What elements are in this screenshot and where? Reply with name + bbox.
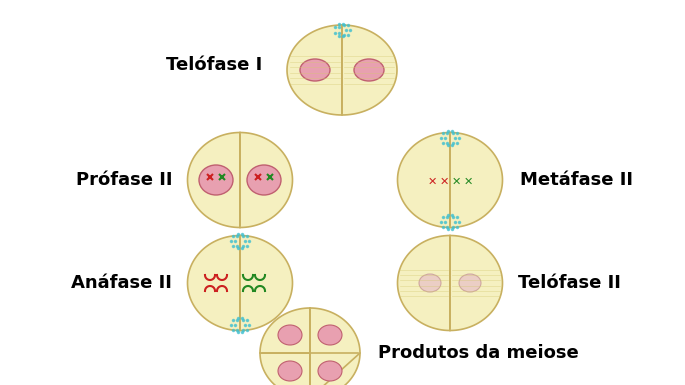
Ellipse shape xyxy=(459,274,481,292)
Text: Telófase I: Telófase I xyxy=(166,56,262,74)
Text: Metáfase II: Metáfase II xyxy=(520,171,633,189)
Ellipse shape xyxy=(354,59,384,81)
Polygon shape xyxy=(188,132,240,228)
Polygon shape xyxy=(260,308,310,385)
Ellipse shape xyxy=(278,361,302,381)
Polygon shape xyxy=(310,308,360,385)
Ellipse shape xyxy=(419,274,441,292)
Text: Produtos da meiose: Produtos da meiose xyxy=(378,344,579,362)
Ellipse shape xyxy=(318,325,342,345)
Polygon shape xyxy=(397,236,450,330)
Polygon shape xyxy=(240,132,292,228)
Text: ✕: ✕ xyxy=(439,177,449,187)
Ellipse shape xyxy=(300,59,330,81)
Polygon shape xyxy=(450,236,503,330)
Polygon shape xyxy=(260,308,310,385)
Polygon shape xyxy=(240,236,292,330)
Text: ✕: ✕ xyxy=(463,177,473,187)
Polygon shape xyxy=(287,25,342,115)
Polygon shape xyxy=(450,132,503,228)
Polygon shape xyxy=(188,236,240,330)
Text: Anáfase II: Anáfase II xyxy=(71,274,172,292)
Polygon shape xyxy=(310,308,360,385)
Text: ✕: ✕ xyxy=(451,177,461,187)
Text: Prófase II: Prófase II xyxy=(75,171,172,189)
Polygon shape xyxy=(342,25,397,115)
Ellipse shape xyxy=(318,361,342,381)
Ellipse shape xyxy=(247,165,281,195)
Text: ✕: ✕ xyxy=(427,177,436,187)
Ellipse shape xyxy=(278,325,302,345)
Ellipse shape xyxy=(199,165,233,195)
Polygon shape xyxy=(397,132,450,228)
Text: Telófase II: Telófase II xyxy=(518,274,621,292)
